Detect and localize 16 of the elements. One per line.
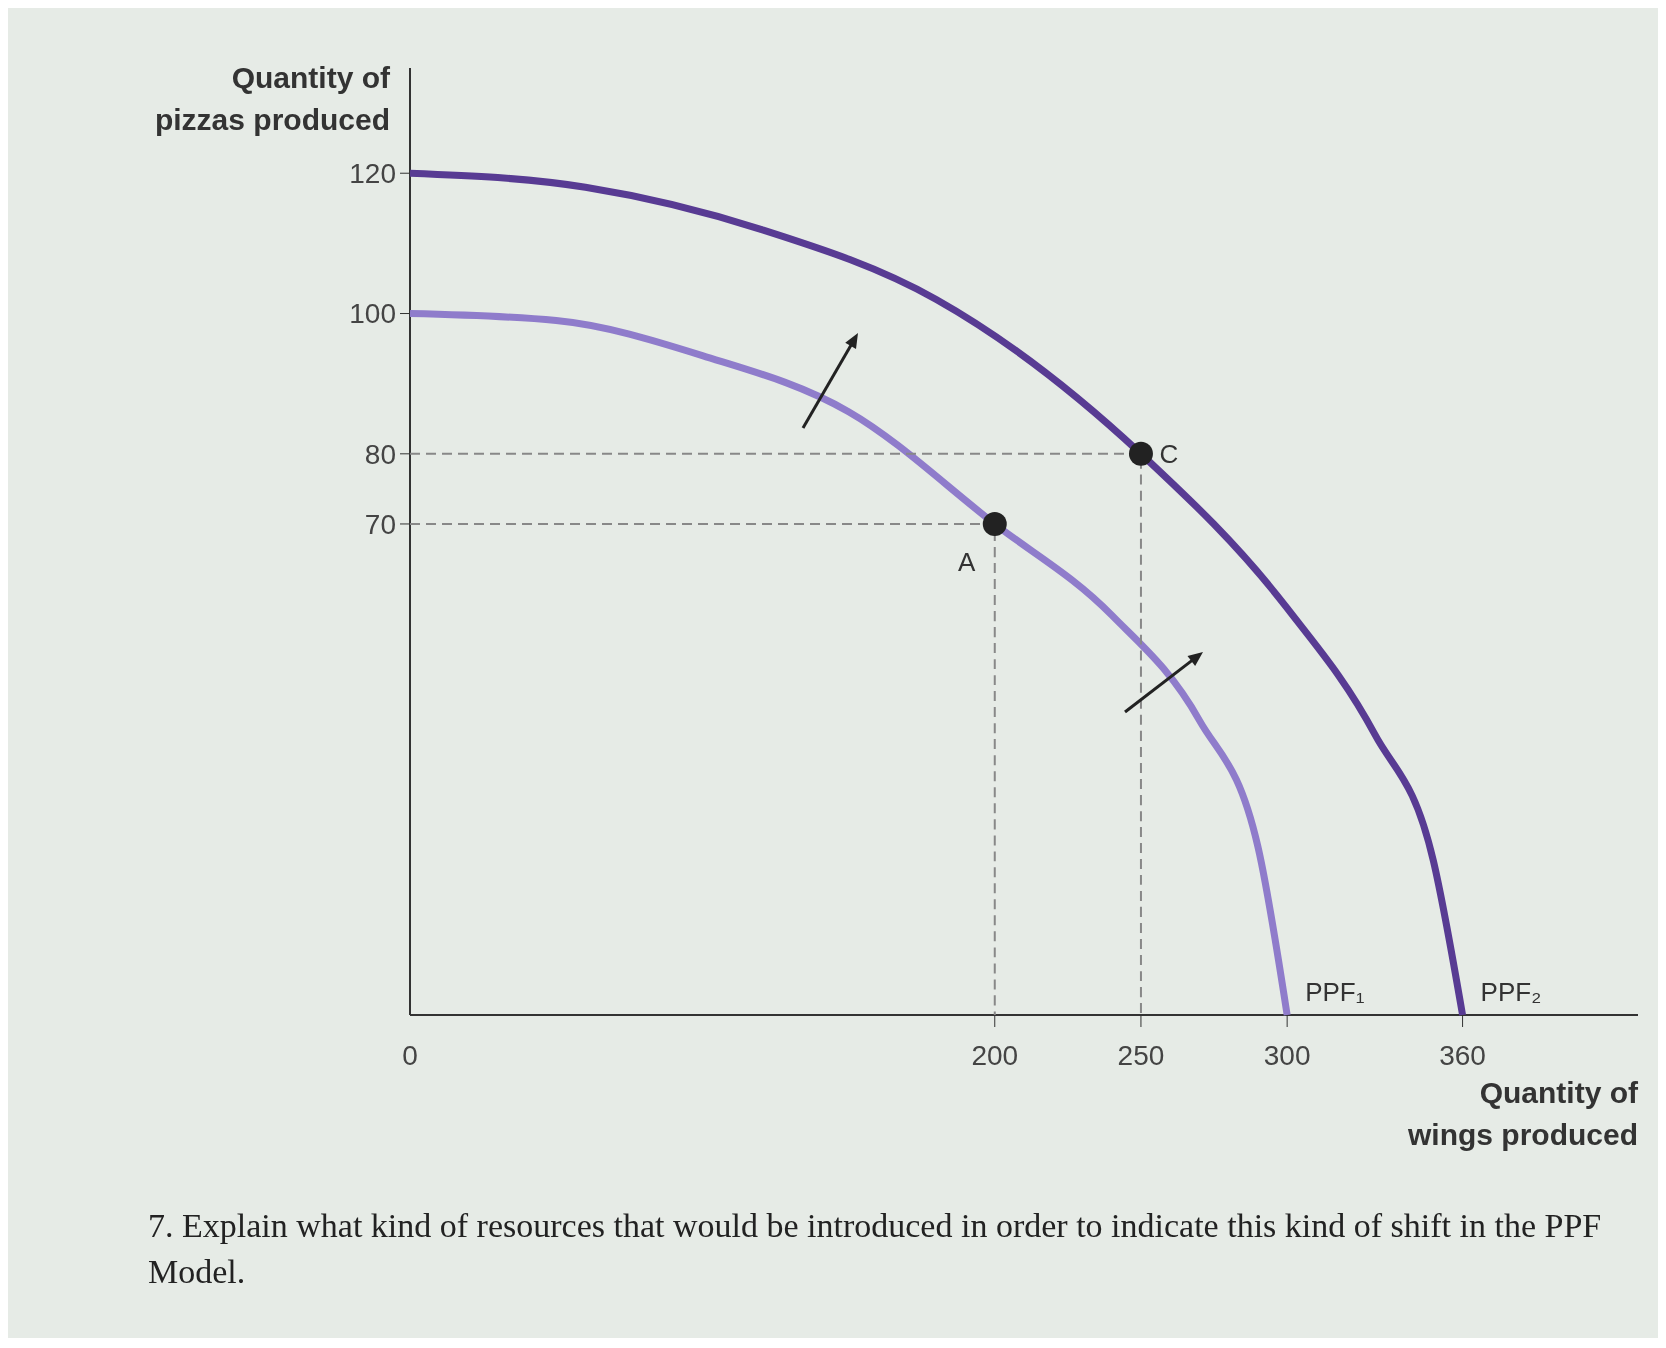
x-tick-label: 300 — [1263, 1040, 1311, 1071]
y-tick-label: 100 — [349, 298, 396, 330]
x-tick-label: 360 — [1439, 1040, 1486, 1071]
y-tick-label: 80 — [364, 438, 396, 470]
y-tick-label: 70 — [364, 508, 396, 540]
annotation: C — [1159, 438, 1179, 469]
x-axis-title: Quantity of wings produced — [1406, 1076, 1639, 1151]
x-tick-label: 250 — [1117, 1040, 1165, 1071]
annotation: A — [958, 547, 977, 578]
series-label: PPF₂ — [1480, 977, 1542, 1007]
series-label: PPF₁ — [1305, 977, 1365, 1007]
y-axis-title: Quantity of pizzas produced — [154, 61, 391, 136]
y-tick-label: 120 — [349, 158, 396, 190]
text: 7. Explain what kind of resources that would be introduced in order to indicate this kind of shift in the PPF Model. — [148, 1206, 1603, 1292]
x-tick-label: 200 — [971, 1040, 1019, 1071]
x-tick-label: 0 — [402, 1040, 418, 1071]
